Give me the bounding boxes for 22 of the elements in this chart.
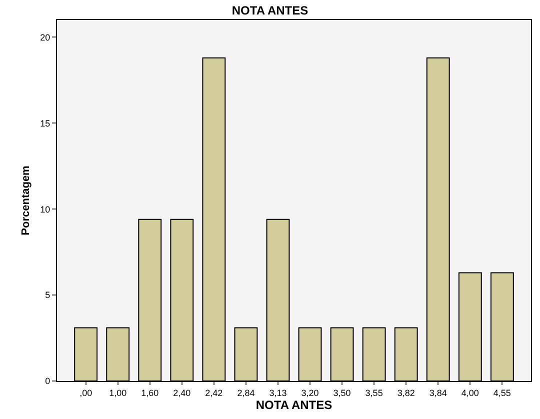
x-tick-label: 2,84: [237, 388, 255, 398]
y-tick-label: 20: [40, 32, 50, 42]
x-tick-label: 3,82: [397, 388, 415, 398]
y-tick-label: 10: [40, 204, 50, 214]
x-tick-label: 2,42: [205, 388, 223, 398]
x-tick-label: 1,00: [109, 388, 127, 398]
chart-title: NOTA ANTES: [232, 4, 308, 18]
x-tick-label: ,00: [80, 388, 92, 398]
x-tick-label: 1,60: [141, 388, 159, 398]
x-tick-label: 3,55: [365, 388, 383, 398]
x-axis-title: NOTA ANTES: [256, 398, 332, 412]
x-tick-label: 2,40: [173, 388, 191, 398]
x-tick-label: 3,20: [301, 388, 319, 398]
x-tick-label: 4,00: [461, 388, 479, 398]
x-tick-label: 3,13: [269, 388, 287, 398]
y-tick-label: 0: [45, 376, 50, 386]
y-tick-label: 5: [45, 290, 50, 300]
y-tick-label: 15: [40, 118, 50, 128]
x-tick-label: 3,50: [333, 388, 351, 398]
y-axis-title: Porcentagem: [20, 165, 32, 236]
x-tick-label: 4,55: [493, 388, 511, 398]
x-tick-label: 3,84: [429, 388, 447, 398]
